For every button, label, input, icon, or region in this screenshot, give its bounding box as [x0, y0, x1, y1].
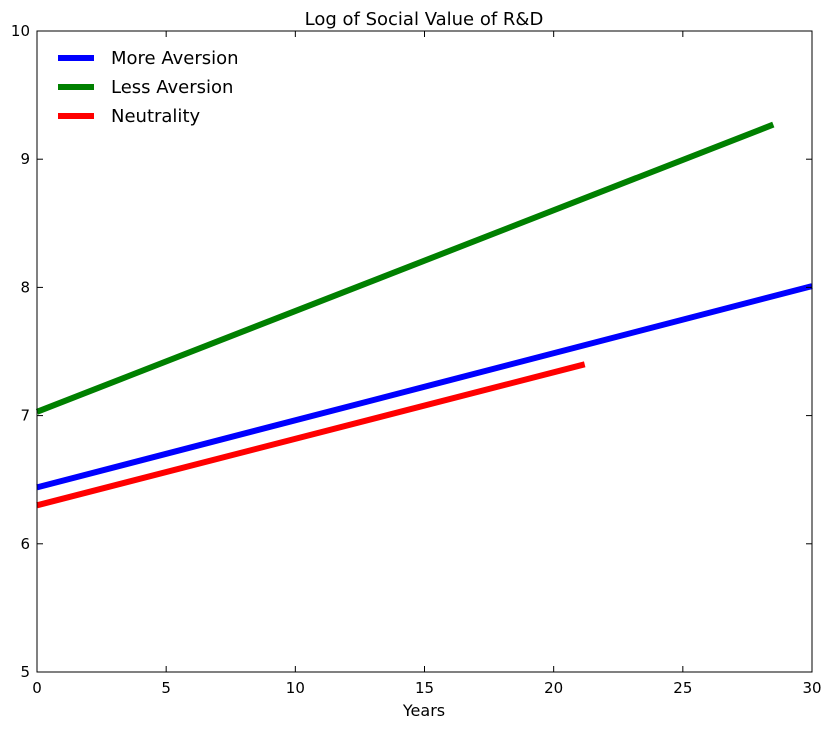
x-tick-label-5: 25: [673, 679, 692, 697]
series-line-1: [35, 121, 775, 415]
y-tick-label-1: 6: [20, 535, 30, 553]
x-axis-label: Years: [402, 701, 445, 720]
y-tick-label-5: 10: [11, 22, 30, 40]
x-tick-label-1: 5: [161, 679, 171, 697]
x-tick-label-0: 0: [32, 679, 42, 697]
legend: More Aversion Less Aversion Neutrality: [58, 48, 239, 127]
x-tick-label-3: 15: [415, 679, 434, 697]
legend-label-1: Less Aversion: [111, 77, 233, 98]
series-line-2: [36, 361, 586, 509]
legend-label-0: More Aversion: [111, 48, 239, 69]
plot-frame: [36, 30, 813, 673]
y-tick-label-2: 7: [20, 407, 30, 425]
legend-label-2: Neutrality: [111, 106, 200, 127]
y-tick-label-3: 8: [20, 278, 30, 296]
x-tick-label-4: 20: [544, 679, 563, 697]
series-layer: [35, 121, 813, 509]
x-tick-label-6: 30: [802, 679, 821, 697]
y-tick-label-4: 9: [20, 150, 30, 168]
series-line-0: [36, 283, 813, 491]
x-tick-label-2: 10: [286, 679, 305, 697]
y-tick-label-0: 5: [20, 663, 30, 681]
chart-title: Log of Social Value of R&D: [305, 9, 544, 30]
